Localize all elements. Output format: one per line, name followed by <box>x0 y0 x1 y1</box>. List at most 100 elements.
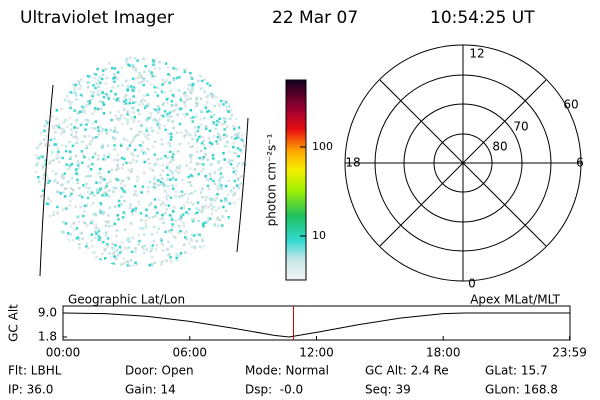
pixel <box>85 186 88 189</box>
pixel <box>140 191 143 194</box>
pixel <box>36 146 39 150</box>
pixel <box>110 118 113 122</box>
pixel <box>148 69 151 72</box>
pixel <box>144 222 148 226</box>
pixel <box>127 161 131 164</box>
pixel <box>205 197 208 201</box>
pixel <box>145 208 148 212</box>
pixel <box>135 262 139 266</box>
pixel <box>218 134 222 138</box>
pixel <box>115 99 118 102</box>
pixel <box>62 176 65 180</box>
pixel <box>169 150 172 154</box>
pixel <box>204 124 208 128</box>
pixel <box>85 242 89 245</box>
pixel <box>160 177 164 180</box>
pixel <box>202 143 206 147</box>
pixel <box>116 178 119 181</box>
pixel <box>121 84 124 87</box>
pixel <box>71 188 75 192</box>
pixel <box>111 247 115 250</box>
pixel <box>135 179 139 182</box>
pixel <box>175 131 179 135</box>
pixel <box>46 181 50 184</box>
pixel <box>124 98 128 102</box>
pixel <box>92 251 96 254</box>
pixel <box>123 212 127 216</box>
pixel <box>98 167 102 171</box>
pixel <box>170 100 174 103</box>
pixel <box>79 84 83 88</box>
pixel <box>152 118 156 122</box>
pixel <box>161 169 165 172</box>
pixel <box>208 93 212 96</box>
pixel <box>203 104 207 108</box>
pixel <box>70 129 74 133</box>
pixel <box>120 249 123 252</box>
pixel <box>174 195 177 198</box>
pixel <box>68 150 72 154</box>
pixel <box>83 105 86 109</box>
pixel <box>206 82 209 85</box>
pixel <box>137 89 141 92</box>
pixel <box>67 100 71 103</box>
pixel <box>161 243 165 247</box>
pixel <box>179 214 183 218</box>
pixel <box>203 116 206 120</box>
pixel <box>201 222 205 226</box>
pixel <box>94 213 98 217</box>
pixel <box>97 129 100 133</box>
pixel <box>153 140 157 143</box>
pixel <box>111 86 115 89</box>
pixel <box>183 206 187 210</box>
pixel <box>236 134 240 137</box>
pixel <box>176 171 180 175</box>
pixel <box>169 178 172 181</box>
pixel <box>83 155 86 159</box>
pixel <box>72 135 75 139</box>
pixel <box>223 128 226 131</box>
pixel <box>165 166 169 169</box>
pixel <box>147 148 150 151</box>
pixel <box>191 145 194 148</box>
pixel <box>54 143 58 146</box>
pixel <box>201 239 205 243</box>
pixel <box>141 185 145 188</box>
pixel <box>196 102 200 106</box>
pixel <box>79 110 82 114</box>
pixel <box>75 169 78 173</box>
pixel <box>151 145 155 148</box>
pixel <box>146 102 150 106</box>
pixel <box>193 168 197 171</box>
pixel <box>153 175 156 179</box>
pixel <box>96 126 100 129</box>
status-field: Mode: Normal <box>245 364 329 378</box>
pixel <box>150 126 153 129</box>
pixel <box>99 100 102 103</box>
pixel <box>189 75 193 79</box>
pixel <box>85 224 89 228</box>
pixel <box>117 97 120 100</box>
pixel <box>70 187 73 190</box>
pixel <box>224 197 227 200</box>
pixel <box>209 144 212 148</box>
pixel <box>184 133 187 137</box>
pixel <box>199 191 203 194</box>
pixel <box>101 91 104 94</box>
pixel <box>97 154 100 157</box>
pixel <box>176 113 179 116</box>
pixel <box>131 77 135 81</box>
pixel <box>119 144 123 147</box>
pixel <box>62 121 66 124</box>
pixel <box>213 134 216 138</box>
pixel <box>121 167 124 170</box>
pixel <box>228 150 232 153</box>
pixel <box>114 93 117 96</box>
pixel <box>145 127 148 130</box>
pixel <box>211 153 215 157</box>
pixel <box>190 86 194 89</box>
pixel <box>49 111 53 114</box>
pixel <box>137 120 141 123</box>
pixel <box>217 121 220 124</box>
y-tick-label: 1.8 <box>38 330 57 344</box>
